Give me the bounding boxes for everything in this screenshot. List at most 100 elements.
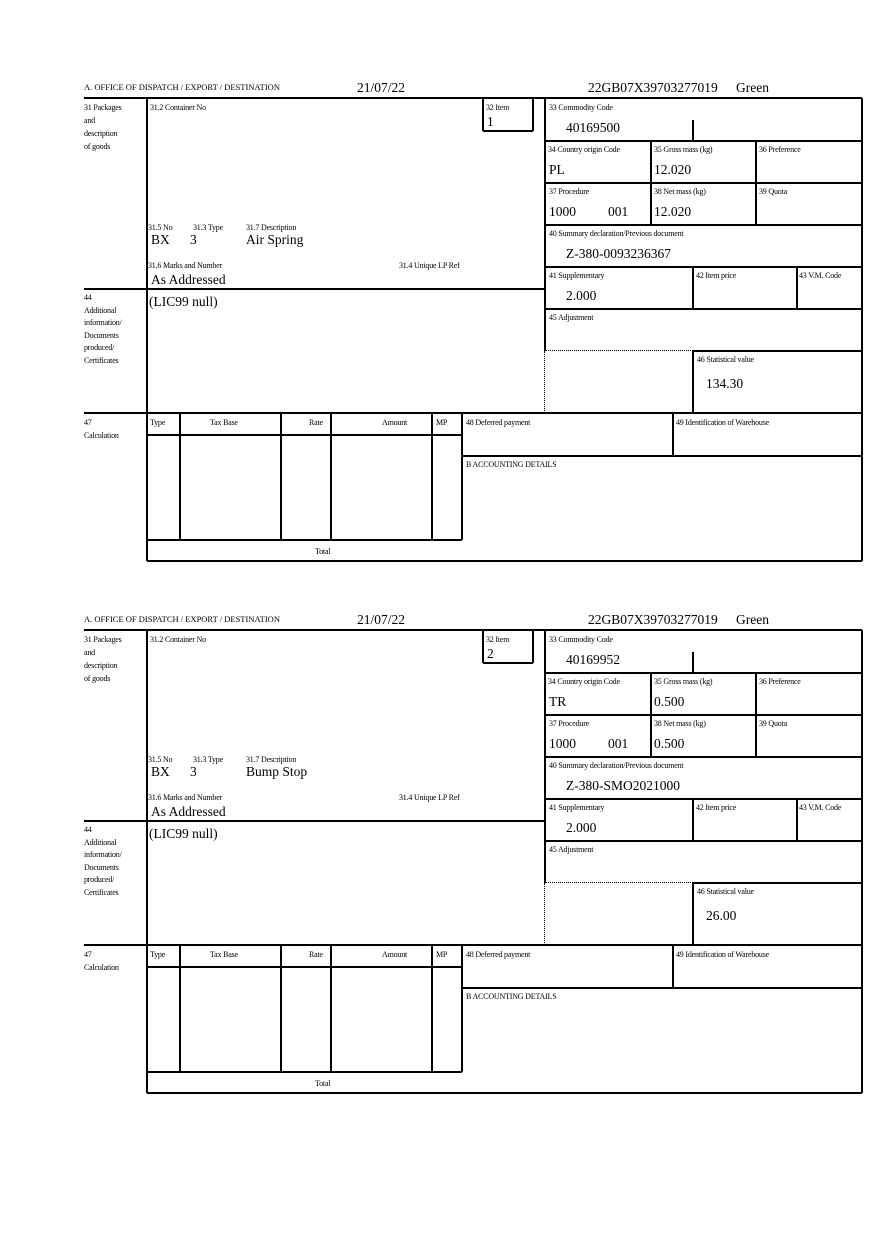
- additional-info-label: information/: [84, 850, 122, 859]
- declaration-item-block: A. OFFICE OF DISPATCH / EXPORT / DESTINA…: [0, 0, 882, 562]
- preference-label: 36 Preference: [759, 677, 801, 686]
- divider: [147, 560, 862, 562]
- procedure-label: 37 Procedure: [549, 719, 590, 728]
- packages-label: description: [84, 661, 118, 670]
- divider: [147, 539, 462, 541]
- package-type-label: 31.3 Type: [193, 223, 223, 232]
- divider: [692, 267, 694, 309]
- divider: [545, 672, 862, 674]
- packages-label: 31 Packages: [84, 635, 122, 644]
- divider: [692, 351, 694, 413]
- unique-lp-ref-label: 31.4 Unique LP Ref: [399, 793, 460, 802]
- divider: [545, 140, 862, 142]
- packages-label: and: [84, 116, 95, 125]
- calc-column-header: Type: [150, 950, 166, 959]
- divider: [545, 224, 862, 226]
- deferred-payment-label: 48 Deferred payment: [466, 950, 531, 959]
- container-no-label: 31.2 Container No: [150, 635, 206, 644]
- divider: [84, 412, 862, 414]
- additional-info-label: Documents: [84, 862, 119, 872]
- additional-info-label: information/: [84, 318, 122, 327]
- packages-label: and: [84, 648, 95, 657]
- package-no: BX: [151, 764, 170, 779]
- divider: [545, 756, 862, 758]
- office-label: A. OFFICE OF DISPATCH / EXPORT / DESTINA…: [84, 614, 280, 624]
- divider: [461, 413, 463, 540]
- divider: [692, 652, 694, 673]
- divider: [431, 413, 433, 540]
- supplementary: 2.000: [566, 820, 597, 835]
- commodity-code: 40169500: [566, 120, 620, 135]
- net-mass-label: 38 Net mass (kg): [654, 187, 706, 196]
- calc-column-header: Amount: [382, 950, 408, 959]
- goods-description: Bump Stop: [246, 764, 308, 779]
- divider: [146, 630, 148, 1093]
- declaration-item-block: A. OFFICE OF DISPATCH / EXPORT / DESTINA…: [0, 532, 882, 1094]
- divider: [84, 97, 862, 99]
- vm-code-label: 43 V.M. Code: [799, 803, 842, 812]
- divider: [532, 98, 534, 131]
- additional-info-label: 44: [84, 825, 92, 834]
- description-label: 31.7 Description: [246, 755, 297, 764]
- divider: [146, 98, 148, 561]
- declaration-reference: 22GB07X39703277019: [588, 80, 718, 95]
- calc-column-header: MP: [436, 950, 448, 959]
- divider: [483, 662, 533, 664]
- gross-mass: 0.500: [654, 694, 685, 709]
- statistical-value: 26.00: [706, 908, 737, 923]
- goods-description: Air Spring: [246, 232, 304, 247]
- dotted-divider: [544, 351, 545, 413]
- procedure-label: 37 Procedure: [549, 187, 590, 196]
- packages-label: description: [84, 129, 118, 138]
- calculation-label: Calculation: [84, 963, 119, 972]
- summary-declaration: Z-380-0093236367: [566, 246, 671, 261]
- item-number: 2: [487, 646, 494, 661]
- divider: [147, 1092, 862, 1094]
- item-number: 1: [487, 114, 494, 129]
- summary-declaration: Z-380-SMO2021000: [566, 778, 680, 793]
- additional-info-label: Certificates: [84, 355, 119, 365]
- quota-label: 39 Quota: [759, 187, 787, 196]
- package-no: BX: [151, 232, 170, 247]
- divider: [545, 266, 862, 268]
- gross-mass: 12.020: [654, 162, 692, 177]
- additional-info: (LIC99 null): [149, 826, 218, 841]
- divider: [84, 629, 862, 631]
- container-no-label: 31.2 Container No: [150, 103, 206, 112]
- package-type: 3: [190, 764, 197, 779]
- packages-label: of goods: [84, 142, 111, 151]
- dotted-divider: [544, 883, 545, 945]
- description-label: 31.7 Description: [246, 223, 297, 232]
- divider: [532, 630, 534, 663]
- country-origin-label: 34 Country origin Code: [548, 677, 620, 686]
- marks-label: 31.6 Marks and Number: [148, 793, 223, 802]
- gross-mass-label: 35 Gross mass (kg): [654, 145, 713, 154]
- statistical-value-label: 46 Statistical value: [697, 355, 754, 364]
- unique-lp-ref-label: 31.4 Unique LP Ref: [399, 261, 460, 270]
- statistical-value: 134.30: [706, 376, 744, 391]
- additional-info-label: 44: [84, 293, 92, 302]
- package-type-label: 31.3 Type: [193, 755, 223, 764]
- procedure: 1000: [549, 204, 576, 219]
- marks-value: As Addressed: [151, 272, 226, 287]
- divider: [147, 434, 462, 436]
- procedure-extra: 001: [608, 204, 629, 219]
- commodity-code-label: 33 Commodity Code: [549, 103, 613, 112]
- divider: [330, 945, 332, 1072]
- divider: [483, 130, 533, 132]
- additional-info-label: produced/: [84, 875, 115, 884]
- divider: [796, 799, 798, 841]
- divider: [545, 182, 862, 184]
- divider: [861, 630, 863, 945]
- item-price-label: 42 Item price: [696, 803, 737, 812]
- deferred-payment-label: 48 Deferred payment: [466, 418, 531, 427]
- adjustment-label: 45 Adjustment: [549, 845, 594, 854]
- warehouse-label: 49 Identification of Warehouse: [676, 950, 769, 959]
- divider: [692, 883, 694, 945]
- package-type: 3: [190, 232, 197, 247]
- item-label: 32 Item: [486, 103, 510, 112]
- divider: [672, 413, 674, 456]
- divider: [693, 350, 862, 352]
- dotted-divider: [545, 350, 693, 351]
- supplementary-label: 41 Supplementary: [549, 803, 605, 812]
